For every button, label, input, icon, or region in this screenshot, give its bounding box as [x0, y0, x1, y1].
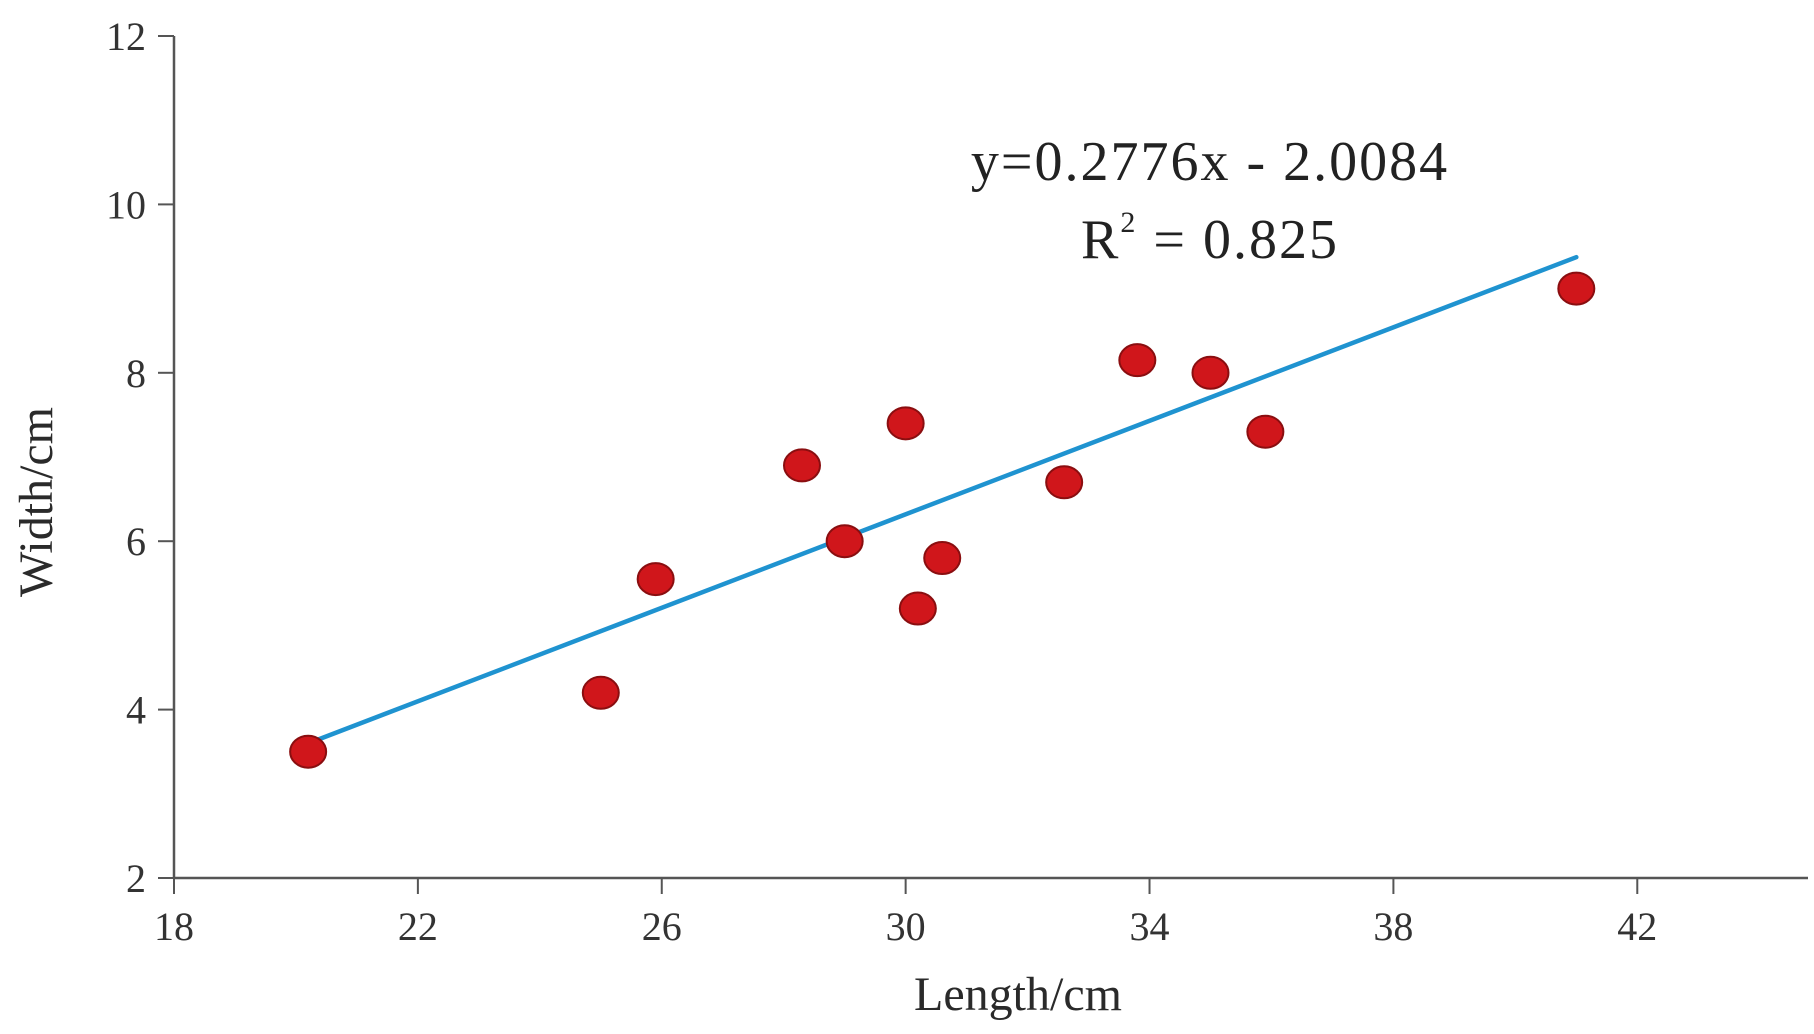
- data-point: [636, 562, 675, 597]
- data-point: [581, 675, 620, 710]
- r-squared-value: = 0.825: [1137, 209, 1339, 271]
- y-tick-label: 8: [126, 351, 146, 396]
- x-tick-label: 42: [1617, 904, 1657, 949]
- y-tick-labels: 2 4 6 8 10 12: [106, 14, 146, 901]
- data-point: [1118, 343, 1157, 378]
- trendline-equation: y=0.2776x - 2.0084: [971, 131, 1449, 193]
- data-points: [289, 271, 1596, 769]
- tick-marks: [158, 35, 1639, 894]
- y-tick-label: 10: [106, 182, 146, 227]
- y-tick-label: 12: [106, 14, 146, 59]
- x-tick-label: 34: [1130, 904, 1170, 949]
- x-tick-labels: 18 22 26 30 34 38 42: [154, 904, 1657, 949]
- trendline-group: [305, 254, 1579, 746]
- data-point: [1246, 414, 1285, 449]
- data-point: [289, 734, 328, 769]
- y-tick-label: 6: [126, 519, 146, 564]
- x-tick-label: 30: [886, 904, 926, 949]
- x-tick-label: 22: [398, 904, 438, 949]
- x-tick-label: 18: [154, 904, 194, 949]
- y-tick-label: 4: [126, 688, 146, 733]
- data-point: [898, 591, 937, 626]
- data-point: [1045, 465, 1084, 500]
- data-point: [1557, 271, 1596, 306]
- y-tick-label: 2: [126, 856, 146, 901]
- data-point: [1191, 355, 1230, 390]
- trendline: [305, 254, 1579, 746]
- r-squared-prefix: R: [1081, 209, 1120, 271]
- y-axis-title: Width/cm: [10, 407, 63, 597]
- r-squared-superscript: 2: [1120, 206, 1137, 239]
- data-point: [782, 448, 821, 483]
- x-tick-label: 38: [1373, 904, 1413, 949]
- data-point: [825, 524, 864, 559]
- axes: [172, 36, 1808, 880]
- r-squared-label: R2 = 0.825: [1081, 206, 1339, 271]
- x-tick-label: 26: [642, 904, 682, 949]
- data-point: [886, 406, 925, 441]
- x-axis-title: Length/cm: [914, 968, 1122, 1021]
- data-point: [923, 541, 962, 576]
